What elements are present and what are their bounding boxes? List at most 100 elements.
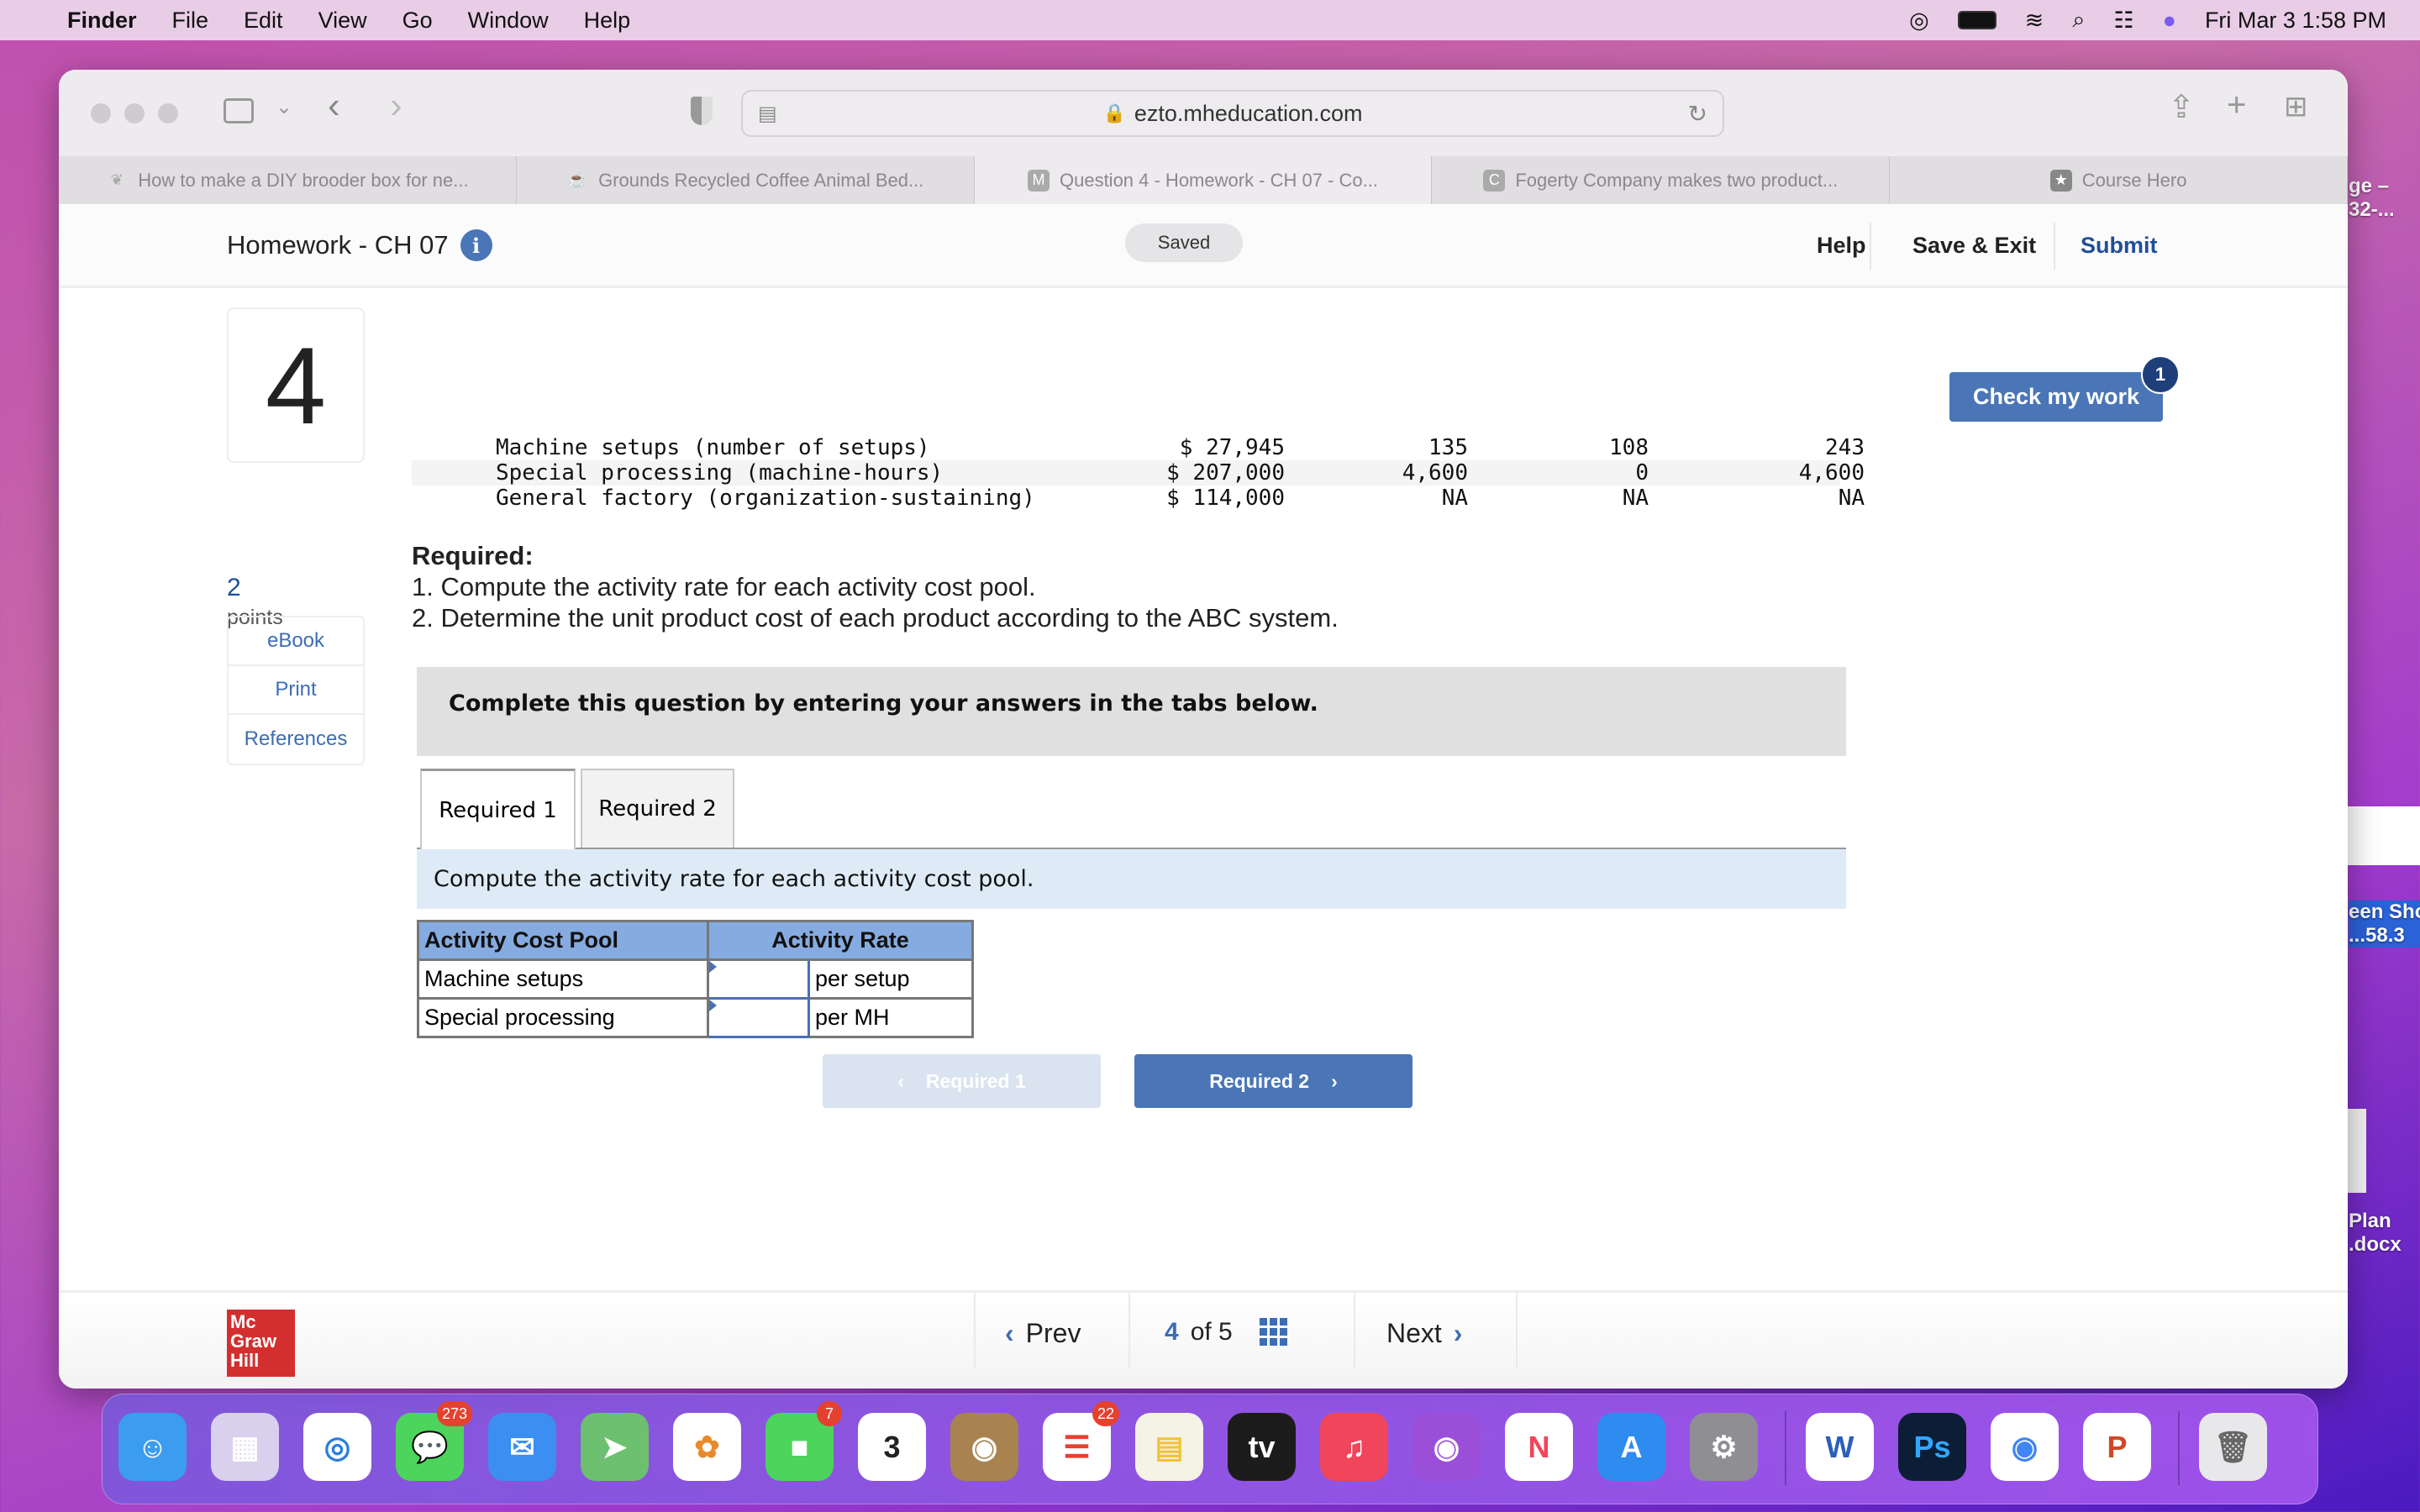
- tab-required-2[interactable]: Required 2: [581, 769, 734, 849]
- next-button[interactable]: Next ›: [1386, 1318, 1462, 1349]
- reader-icon[interactable]: ▤: [758, 102, 777, 125]
- facetime-icon[interactable]: ■ 7: [765, 1401, 842, 1481]
- mail-icon[interactable]: ✉: [488, 1413, 556, 1481]
- tv-icon[interactable]: tv: [1228, 1413, 1296, 1481]
- browser-tab[interactable]: ❦ How to make a DIY brooder box for ne...: [59, 156, 517, 204]
- prev-button[interactable]: ‹ Prev: [1005, 1318, 1081, 1349]
- browser-tab[interactable]: ☕ Grounds Recycled Coffee Animal Bed...: [517, 156, 975, 204]
- privacy-shield-icon[interactable]: [691, 97, 713, 125]
- info-icon[interactable]: i: [460, 229, 492, 261]
- dock-glyph: ◉: [971, 1429, 998, 1464]
- notes-icon[interactable]: ▤: [1135, 1413, 1203, 1481]
- print-button[interactable]: Print: [229, 666, 363, 715]
- dock: ☺ ▦ ◎ 💬 273 ✉ ➤ ✿ ■ 7 3 ◉ ☰ 22 ▤ tv ♫ ◉ N A ⚙ W Ps ◉ P 🗑: [102, 1394, 2318, 1504]
- desktop-screenshot-thumbnail[interactable]: [2348, 806, 2420, 865]
- instruction-box: Complete this question by entering your …: [417, 667, 1846, 756]
- dock-glyph: ✿: [694, 1429, 720, 1464]
- chevron-right-icon: ›: [1331, 1069, 1338, 1092]
- desktop-item[interactable]: een Sho ...58.3: [2349, 900, 2420, 948]
- back-icon[interactable]: ‹: [328, 85, 340, 126]
- new-tab-icon[interactable]: +: [2227, 87, 2247, 123]
- chevron-down-icon[interactable]: ⌄: [276, 96, 293, 118]
- app-store-icon[interactable]: A: [1597, 1413, 1665, 1481]
- reload-icon[interactable]: ↻: [1687, 100, 1707, 127]
- check-my-work-button[interactable]: Check my work: [1949, 372, 2163, 422]
- launchpad-icon[interactable]: ▦: [211, 1413, 279, 1481]
- machine-setups-rate-input[interactable]: [709, 961, 808, 997]
- ebook-button[interactable]: eBook: [229, 617, 363, 666]
- clock[interactable]: Fri Mar 3 1:58 PM: [2204, 7, 2386, 33]
- dock-glyph: N: [1528, 1429, 1550, 1464]
- desktop-item[interactable]: Plan .docx: [2349, 1210, 2402, 1256]
- zoom-button[interactable]: [158, 103, 178, 123]
- dock-glyph: 3: [883, 1429, 901, 1464]
- contacts-icon[interactable]: ◉: [950, 1413, 1018, 1481]
- browser-tab-active[interactable]: M Question 4 - Homework - CH 07 - Co...: [974, 156, 1433, 204]
- sidebar-toggle-icon[interactable]: [224, 98, 254, 123]
- dock-glyph: ■: [790, 1429, 809, 1464]
- question-grid-icon[interactable]: [1259, 1318, 1288, 1347]
- row-value: NA: [1441, 486, 1468, 511]
- control-center-icon[interactable]: ☷: [2113, 7, 2134, 33]
- button-label: Required 1: [925, 1069, 1026, 1092]
- required-item: 1. Compute the activity rate for each ac…: [412, 572, 1036, 601]
- forward-icon[interactable]: ›: [390, 85, 402, 126]
- address-bar[interactable]: ▤ 🔒 ezto.mheducation.com ↻: [741, 90, 1724, 137]
- submit-link[interactable]: Submit: [2081, 233, 2158, 258]
- browser-tab[interactable]: C Fogerty Company makes two product...: [1432, 156, 1891, 204]
- dock-glyph: ▤: [1155, 1429, 1184, 1464]
- photoshop-icon[interactable]: Ps: [1898, 1413, 1966, 1481]
- browser-tab[interactable]: ★ Course Hero: [1890, 156, 2348, 204]
- close-button[interactable]: [91, 103, 111, 123]
- battery-icon[interactable]: [1957, 11, 1996, 29]
- row-value: $ 114,000: [1166, 486, 1285, 511]
- system-preferences-icon[interactable]: ⚙: [1690, 1413, 1758, 1481]
- calendar-icon[interactable]: 3: [858, 1413, 926, 1481]
- favicon-icon: ☕: [567, 171, 587, 188]
- chevron-left-icon: ‹: [897, 1069, 904, 1092]
- save-exit-link[interactable]: Save & Exit: [1912, 233, 2037, 258]
- browser-toolbar: ⌄ ‹ › ▤ 🔒 ezto.mheducation.com ↻ ⇪ + ⊞: [59, 70, 2348, 156]
- word-icon[interactable]: W: [1806, 1413, 1874, 1481]
- document-icon[interactable]: [2348, 1109, 2366, 1193]
- siri-icon[interactable]: ●: [2162, 7, 2176, 33]
- dock-glyph: tv: [1248, 1429, 1276, 1464]
- tab-required-1[interactable]: Required 1: [420, 769, 576, 849]
- reminders-icon[interactable]: ☰ 22: [1043, 1401, 1119, 1481]
- special-processing-rate-input-cell[interactable]: [707, 997, 810, 1038]
- references-button[interactable]: References: [244, 727, 348, 750]
- creative-cloud-icon[interactable]: ◎: [1909, 7, 1929, 33]
- menu-help[interactable]: Help: [583, 7, 631, 33]
- tab-overview-icon[interactable]: ⊞: [2284, 91, 2308, 123]
- messages-icon[interactable]: 💬 273: [396, 1401, 472, 1481]
- safari-icon[interactable]: ◎: [303, 1413, 371, 1481]
- menu-file[interactable]: File: [171, 7, 209, 33]
- desktop-item[interactable]: ge – 32-...: [2349, 175, 2395, 221]
- maps-icon[interactable]: ➤: [581, 1413, 649, 1481]
- finder-icon[interactable]: ☺: [118, 1413, 187, 1481]
- menu-app[interactable]: Finder: [67, 7, 137, 33]
- menu-edit[interactable]: Edit: [244, 7, 283, 33]
- menu-go[interactable]: Go: [402, 7, 433, 33]
- podcasts-icon[interactable]: ◉: [1413, 1413, 1481, 1481]
- divider: [1128, 1293, 1130, 1368]
- lock-icon: 🔒: [1102, 102, 1126, 123]
- help-link[interactable]: Help: [1817, 233, 1866, 258]
- news-icon[interactable]: N: [1505, 1413, 1573, 1481]
- wifi-icon[interactable]: ≋: [2024, 7, 2044, 33]
- machine-setups-rate-input-cell[interactable]: [707, 958, 810, 1000]
- powerpoint-icon[interactable]: P: [2083, 1413, 2151, 1481]
- photos-icon[interactable]: ✿: [673, 1413, 741, 1481]
- chrome-icon[interactable]: ◉: [1991, 1413, 2059, 1481]
- share-icon[interactable]: ⇪: [2168, 90, 2195, 125]
- prev-required-button[interactable]: ‹ Required 1: [823, 1054, 1101, 1108]
- minimize-button[interactable]: [124, 103, 145, 123]
- music-icon[interactable]: ♫: [1320, 1413, 1388, 1481]
- trash-icon[interactable]: 🗑: [2199, 1413, 2267, 1481]
- search-icon[interactable]: ⌕: [2072, 7, 2086, 32]
- special-processing-rate-input[interactable]: [709, 1000, 808, 1036]
- next-required-button[interactable]: Required 2 ›: [1134, 1054, 1413, 1108]
- menu-view[interactable]: View: [318, 7, 367, 33]
- menu-window[interactable]: Window: [467, 7, 549, 33]
- pool-cell: Special processing: [417, 997, 709, 1038]
